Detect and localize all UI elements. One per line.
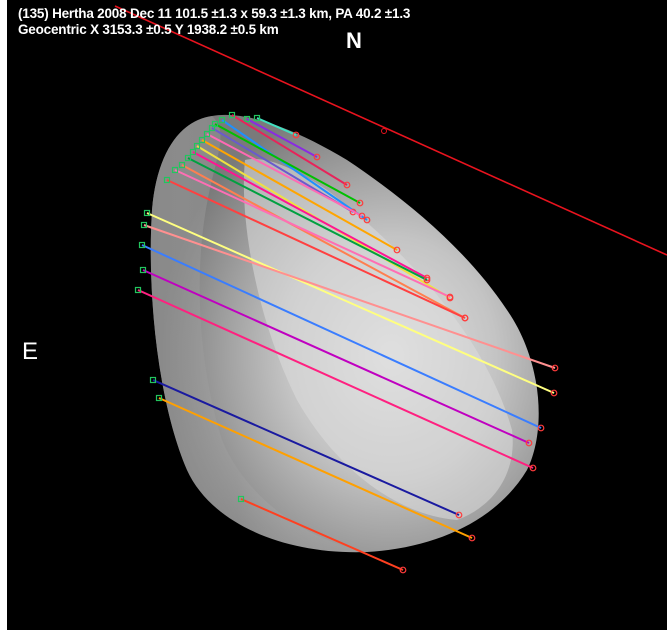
chord-line: [146, 212, 555, 394]
chord-end-marker: [529, 464, 537, 472]
chord-end-marker: [393, 246, 401, 254]
chord-line: [192, 151, 428, 279]
chord-end-marker: [525, 439, 533, 447]
chord-end-marker: [423, 276, 431, 284]
chord-line: [231, 114, 348, 186]
occultation-plot: [114, 5, 667, 574]
chord-end-marker: [292, 131, 300, 139]
chord-end-marker: [550, 389, 558, 397]
north-label: N: [346, 28, 362, 53]
chord-start-marker: [253, 114, 261, 122]
chord-line: [174, 169, 451, 298]
chord-end-marker: [455, 511, 463, 519]
chord-start-marker: [171, 166, 179, 174]
event-title: (135) Hertha 2008 Dec 11 101.5 ±1.3 x 59…: [18, 6, 411, 21]
chord-start-marker: [149, 376, 157, 384]
chord-line: [166, 179, 466, 319]
chord-line: [256, 117, 297, 136]
chord-end-marker: [343, 181, 351, 189]
north-reference-line: [114, 5, 667, 256]
chord-line: [187, 157, 428, 281]
chord-end-marker: [461, 314, 469, 322]
chord-end-marker: [468, 534, 476, 542]
chord-end-marker: [363, 216, 371, 224]
east-label: E: [22, 338, 39, 365]
chord-start-marker: [193, 142, 201, 150]
chord-line: [158, 397, 473, 539]
chord-start-marker: [140, 221, 148, 229]
chord-end-marker: [446, 293, 454, 301]
chord-line: [246, 118, 318, 158]
chord-start-marker: [138, 241, 146, 249]
chord-line: [142, 269, 530, 444]
chord-line: [206, 133, 363, 217]
chord-start-marker: [208, 124, 216, 132]
chord-end-marker: [399, 566, 407, 574]
chord-start-marker: [134, 286, 142, 294]
asteroid-shadow-side: [150, 116, 367, 553]
chord-start-marker: [218, 116, 226, 124]
chord-line: [221, 119, 368, 221]
chord-line: [181, 164, 466, 319]
chord-start-marker: [143, 209, 151, 217]
chord-end-marker: [537, 424, 545, 432]
occultation-chords: [134, 111, 559, 574]
chord-start-marker: [178, 161, 186, 169]
north-line-marker: [381, 128, 387, 134]
chord-start-marker: [155, 394, 163, 402]
chord-start-marker: [139, 266, 147, 274]
chord-start-marker: [237, 495, 245, 503]
plot-area: (135) Hertha 2008 Dec 11 101.5 ±1.3 x 59…: [7, 0, 667, 630]
chord-end-marker: [358, 212, 366, 220]
chord-start-marker: [243, 115, 251, 123]
chord-end-marker: [551, 364, 559, 372]
chord-start-marker: [198, 136, 206, 144]
geocentric-position: Geocentric X 3153.3 ±0.5 Y 1938.2 ±0.5 k…: [18, 22, 279, 37]
chord-start-marker: [163, 176, 171, 184]
chord-line: [141, 244, 542, 429]
chord-start-marker: [184, 154, 192, 162]
asteroid-highlight: [243, 159, 513, 520]
chord-end-marker: [313, 153, 321, 161]
chord-start-marker: [228, 111, 236, 119]
chord-line: [214, 123, 361, 204]
chord-line: [143, 224, 556, 369]
chord-line: [137, 289, 534, 469]
chord-line: [240, 498, 404, 571]
chord-start-marker: [203, 130, 211, 138]
chord-start-marker: [189, 148, 197, 156]
chord-line: [152, 379, 460, 516]
chord-line: [201, 139, 398, 251]
chord-end-marker: [356, 199, 364, 207]
